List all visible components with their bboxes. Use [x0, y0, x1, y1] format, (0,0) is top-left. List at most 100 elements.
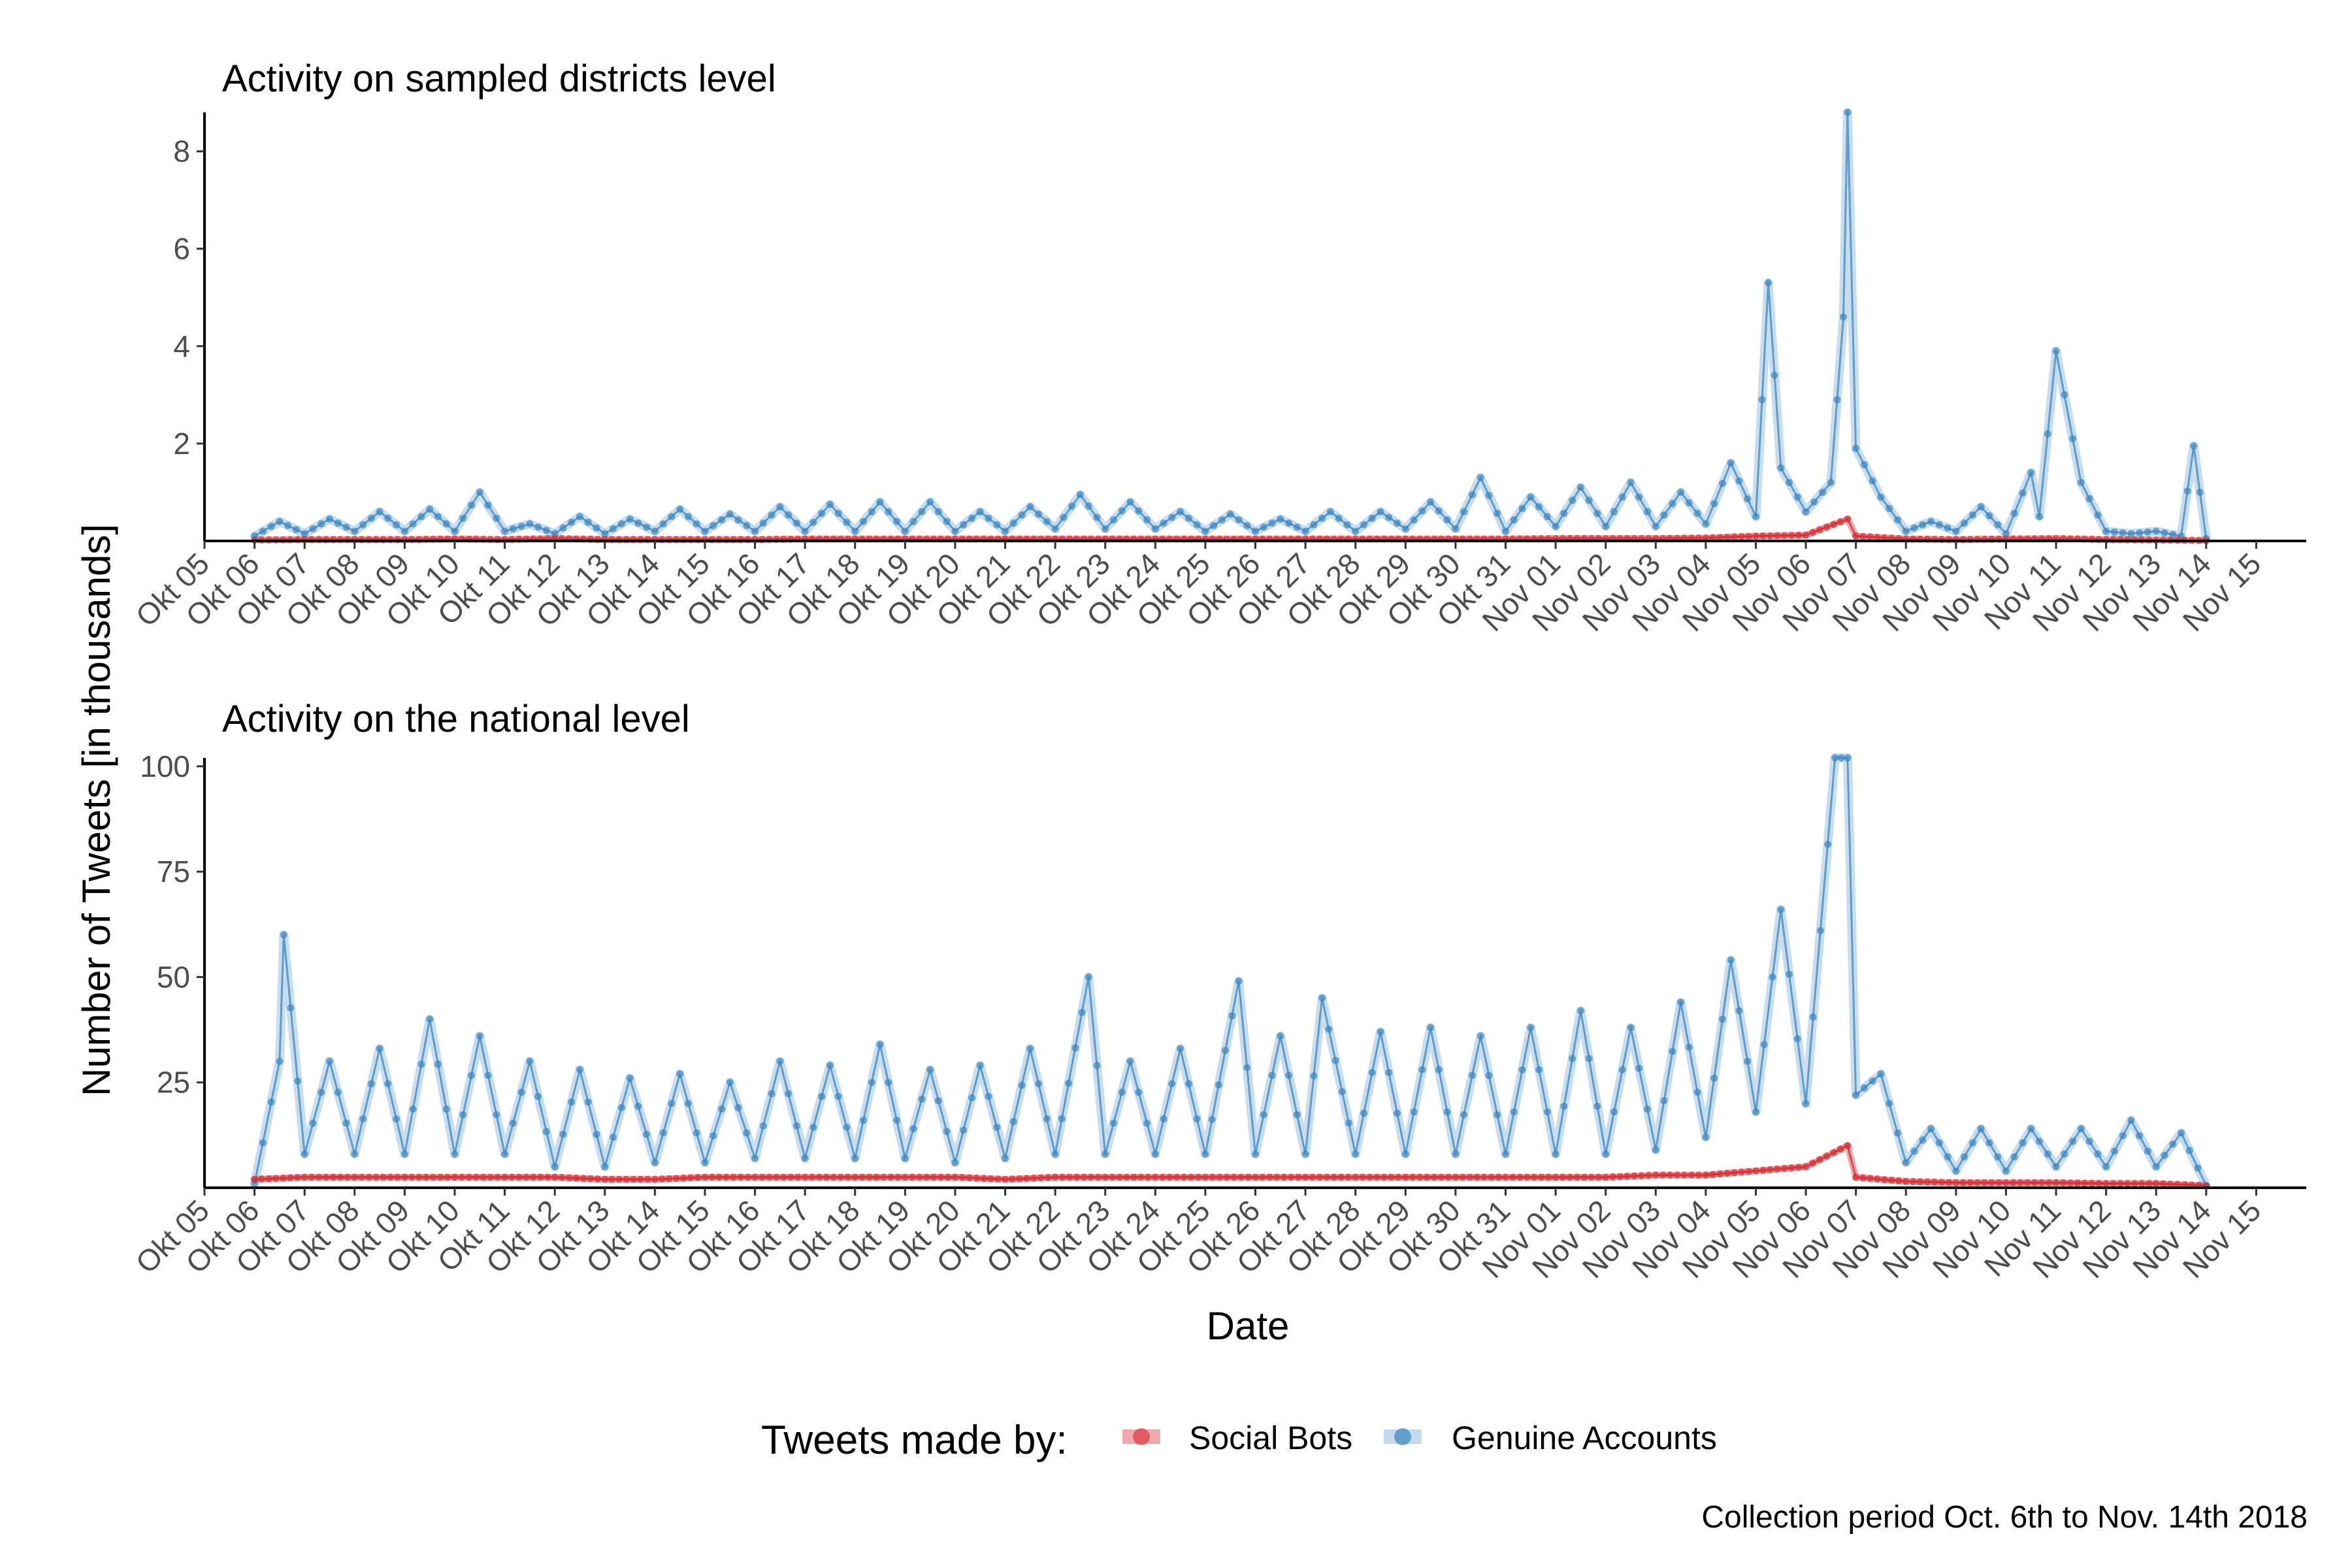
point-social-bots-p1 — [1166, 1173, 1173, 1181]
point-genuine-accounts-p0 — [1844, 108, 1852, 116]
point-social-bots-p1 — [1473, 1173, 1481, 1181]
point-genuine-accounts-p1 — [1352, 1150, 1360, 1158]
point-social-bots-p1 — [723, 1173, 730, 1181]
point-social-bots-p1 — [644, 1175, 651, 1183]
band-genuine-accounts-p0 — [250, 108, 2211, 544]
point-genuine-accounts-p0 — [267, 523, 275, 531]
point-social-bots-p1 — [1437, 1173, 1445, 1181]
point-social-bots-p1 — [1644, 1171, 1652, 1179]
point-genuine-accounts-p0 — [1961, 519, 1968, 527]
point-social-bots-p1 — [1309, 1173, 1316, 1181]
point-genuine-accounts-p0 — [2136, 529, 2144, 537]
point-social-bots-p1 — [558, 1173, 566, 1181]
point-social-bots-p1 — [1394, 1173, 1402, 1181]
point-social-bots-p1 — [1716, 1170, 1724, 1178]
point-genuine-accounts-p0 — [2019, 489, 2027, 497]
point-genuine-accounts-p0 — [1435, 507, 1443, 515]
point-social-bots-p1 — [1116, 1173, 1124, 1181]
point-social-bots-p1 — [1294, 1173, 1302, 1181]
point-genuine-accounts-p0 — [1902, 527, 1910, 535]
point-social-bots-p1 — [279, 1174, 287, 1182]
point-social-bots-p1 — [1301, 1173, 1309, 1181]
point-genuine-accounts-p0 — [1260, 523, 1267, 531]
point-genuine-accounts-p0 — [826, 500, 834, 508]
point-social-bots-p1 — [1731, 1169, 1739, 1177]
point-genuine-accounts-p1 — [1518, 1066, 1526, 1073]
point-social-bots-p1 — [701, 1173, 709, 1181]
point-genuine-accounts-p0 — [542, 527, 550, 534]
point-genuine-accounts-p1 — [1644, 1105, 1651, 1113]
legend-label-genuine-accounts: Genuine Accounts — [1452, 1420, 1717, 1456]
point-social-bots-p1 — [1802, 1163, 1810, 1171]
point-social-bots-p1 — [380, 1173, 387, 1181]
point-genuine-accounts-p0 — [1076, 491, 1084, 498]
point-genuine-accounts-p0 — [726, 510, 734, 518]
point-genuine-accounts-p0 — [351, 527, 359, 535]
point-genuine-accounts-p1 — [309, 1119, 317, 1127]
point-social-bots-p1 — [672, 1175, 680, 1183]
point-genuine-accounts-p1 — [584, 1098, 592, 1106]
point-genuine-accounts-p1 — [384, 1080, 392, 1088]
point-genuine-accounts-p1 — [785, 1090, 792, 1098]
point-social-bots-p1 — [1923, 1178, 1931, 1186]
point-genuine-accounts-p0 — [1718, 480, 1726, 487]
point-genuine-accounts-p1 — [659, 1129, 667, 1137]
point-genuine-accounts-p0 — [1669, 500, 1676, 508]
point-genuine-accounts-p0 — [326, 515, 333, 523]
panel-national: Activity on the national level 25 50 75 100… — [129, 698, 2306, 1284]
point-genuine-accounts-p0 — [1184, 514, 1192, 522]
point-social-bots-p1 — [1502, 1173, 1509, 1181]
point-genuine-accounts-p1 — [843, 1124, 851, 1131]
point-genuine-accounts-p1 — [576, 1066, 583, 1073]
band-genuine-accounts-p1 — [250, 753, 2211, 1190]
point-genuine-accounts-p0 — [1927, 517, 1935, 525]
point-social-bots-p1 — [1266, 1173, 1273, 1181]
point-social-bots-p1 — [1709, 1171, 1717, 1179]
point-genuine-accounts-p0 — [1085, 502, 1092, 510]
point-genuine-accounts-p0 — [1218, 516, 1226, 524]
point-genuine-accounts-p1 — [1277, 1032, 1284, 1040]
point-social-bots-p1 — [2123, 1180, 2131, 1187]
point-genuine-accounts-p1 — [1576, 1007, 1584, 1015]
point-social-bots-p1 — [458, 1173, 466, 1181]
point-genuine-accounts-p1 — [2136, 1132, 2144, 1139]
point-genuine-accounts-p0 — [1310, 521, 1318, 529]
point-genuine-accounts-p0 — [1510, 516, 1518, 524]
point-genuine-accounts-p1 — [1510, 1108, 1518, 1116]
point-social-bots-p1 — [1459, 1173, 1467, 1181]
point-social-bots-p1 — [794, 1173, 802, 1181]
point-genuine-accounts-p0 — [792, 519, 800, 527]
point-social-bots-p1 — [2045, 1179, 2053, 1186]
point-genuine-accounts-p1 — [509, 1119, 517, 1127]
point-social-bots-p1 — [436, 1173, 444, 1181]
point-genuine-accounts-p1 — [1026, 1045, 1034, 1053]
point-genuine-accounts-p0 — [1771, 372, 1778, 379]
point-social-bots-p1 — [2159, 1180, 2167, 1188]
point-genuine-accounts-p1 — [860, 1117, 867, 1124]
point-genuine-accounts-p1 — [1727, 956, 1735, 964]
point-social-bots-p1 — [708, 1173, 716, 1181]
point-genuine-accounts-p0 — [993, 521, 1001, 529]
point-genuine-accounts-p1 — [901, 1154, 909, 1162]
point-social-bots-p1 — [880, 1173, 887, 1181]
point-genuine-accounts-p1 — [259, 1139, 267, 1147]
point-genuine-accounts-p0 — [1035, 510, 1043, 518]
point-social-bots-p1 — [1051, 1173, 1059, 1181]
point-genuine-accounts-p1 — [1618, 1066, 1626, 1073]
point-social-bots-p1 — [1544, 1173, 1552, 1181]
point-social-bots-p1 — [715, 1173, 723, 1181]
point-genuine-accounts-p1 — [434, 1060, 442, 1068]
point-genuine-accounts-p1 — [1552, 1150, 1560, 1158]
point-genuine-accounts-p0 — [809, 518, 817, 526]
point-social-bots-p1 — [587, 1175, 595, 1183]
point-genuine-accounts-p1 — [2110, 1147, 2118, 1155]
point-genuine-accounts-p1 — [826, 1062, 834, 1070]
point-social-bots-p1 — [1194, 1173, 1202, 1181]
point-genuine-accounts-p1 — [1401, 1150, 1409, 1158]
point-social-bots-p1 — [730, 1173, 738, 1181]
point-genuine-accounts-p0 — [1677, 489, 1685, 496]
point-genuine-accounts-p1 — [885, 1079, 892, 1086]
point-genuine-accounts-p1 — [909, 1125, 917, 1133]
point-genuine-accounts-p0 — [776, 503, 784, 511]
legend-key-social-bots-dot — [1133, 1428, 1150, 1445]
